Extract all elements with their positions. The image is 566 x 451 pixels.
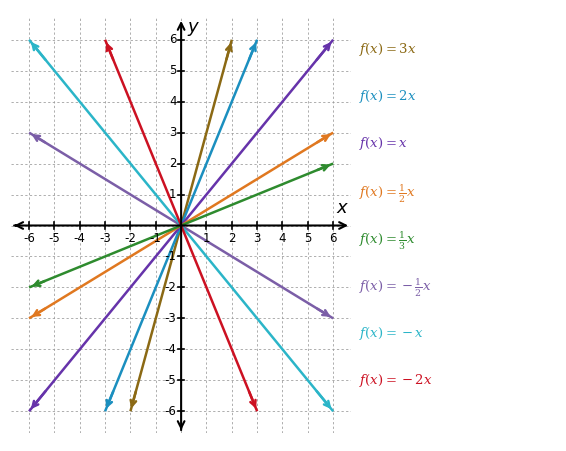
- Text: $f(x) = -\frac{1}{2}x$: $f(x) = -\frac{1}{2}x$: [359, 277, 432, 299]
- Text: -4: -4: [165, 343, 177, 356]
- Text: -6: -6: [23, 232, 35, 245]
- Text: $f(x) = -x$: $f(x) = -x$: [359, 325, 424, 342]
- Text: 5: 5: [169, 64, 177, 77]
- Text: 5: 5: [304, 232, 311, 245]
- Text: -6: -6: [165, 405, 177, 418]
- Text: -3: -3: [99, 232, 111, 245]
- Text: -2: -2: [165, 281, 177, 294]
- Text: 6: 6: [169, 33, 177, 46]
- Text: 6: 6: [329, 232, 337, 245]
- Text: -1: -1: [165, 250, 177, 263]
- Text: 4: 4: [278, 232, 286, 245]
- Text: 4: 4: [169, 95, 177, 108]
- Text: 2: 2: [228, 232, 235, 245]
- Text: $f(x) = 2x$: $f(x) = 2x$: [359, 88, 417, 105]
- Text: $f(x) = -2x$: $f(x) = -2x$: [359, 372, 433, 389]
- Text: 1: 1: [169, 188, 177, 201]
- Text: -3: -3: [165, 312, 177, 325]
- Text: -5: -5: [165, 374, 177, 387]
- Text: $x$: $x$: [336, 199, 350, 217]
- Text: -4: -4: [74, 232, 85, 245]
- Text: $f(x) = x$: $f(x) = x$: [359, 135, 408, 152]
- Text: 1: 1: [203, 232, 210, 245]
- Text: 3: 3: [169, 126, 177, 139]
- Text: $f(x) = \frac{1}{3}x$: $f(x) = \frac{1}{3}x$: [359, 230, 416, 252]
- Text: -1: -1: [150, 232, 162, 245]
- Text: $f(x) = 3x$: $f(x) = 3x$: [359, 41, 417, 58]
- Text: -5: -5: [49, 232, 60, 245]
- Text: $f(x) = \frac{1}{2}x$: $f(x) = \frac{1}{2}x$: [359, 183, 416, 205]
- Text: $y$: $y$: [187, 19, 201, 37]
- Text: 3: 3: [254, 232, 261, 245]
- Text: 2: 2: [169, 157, 177, 170]
- Text: -2: -2: [125, 232, 136, 245]
